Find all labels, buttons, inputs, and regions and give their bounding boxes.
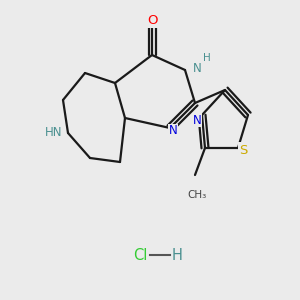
Text: S: S: [239, 143, 247, 157]
Text: CH₃: CH₃: [188, 190, 207, 200]
Text: N: N: [193, 113, 201, 127]
Text: Cl: Cl: [134, 248, 148, 262]
Text: N: N: [169, 124, 177, 137]
Text: N: N: [193, 61, 201, 74]
Text: HN: HN: [45, 127, 63, 140]
Text: O: O: [147, 14, 157, 26]
Text: H: H: [172, 248, 183, 262]
Text: H: H: [203, 53, 211, 63]
